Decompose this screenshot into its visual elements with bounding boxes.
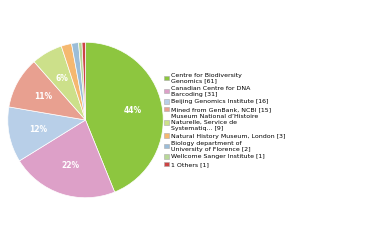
Legend: Centre for Biodiversity
Genomics [61], Canadian Centre for DNA
Barcoding [31], B: Centre for Biodiversity Genomics [61], C… <box>164 73 286 167</box>
Wedge shape <box>82 42 86 120</box>
Text: 12%: 12% <box>29 125 47 134</box>
Wedge shape <box>9 62 86 120</box>
Wedge shape <box>86 42 163 192</box>
Text: 22%: 22% <box>62 161 79 170</box>
Wedge shape <box>19 120 115 198</box>
Wedge shape <box>71 42 86 120</box>
Text: 44%: 44% <box>124 106 142 115</box>
Wedge shape <box>8 107 86 161</box>
Wedge shape <box>79 42 86 120</box>
Wedge shape <box>34 46 86 120</box>
Text: 11%: 11% <box>34 92 52 101</box>
Wedge shape <box>61 43 86 120</box>
Text: 6%: 6% <box>55 74 68 83</box>
